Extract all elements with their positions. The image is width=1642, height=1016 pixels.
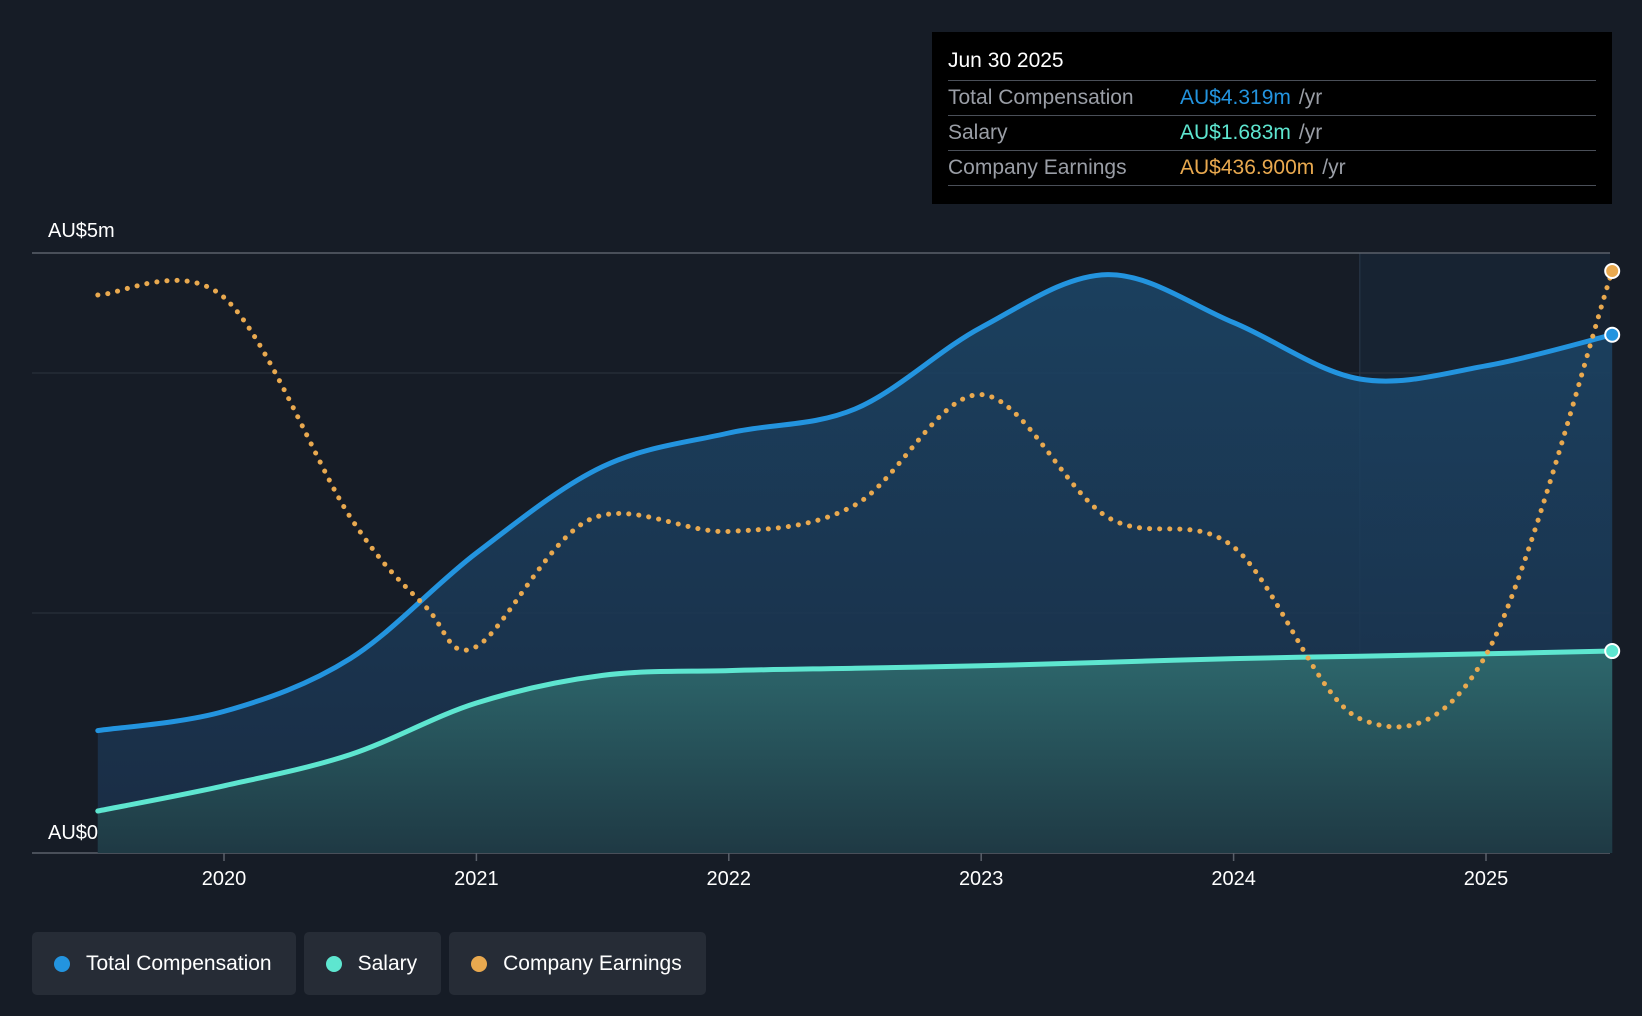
tooltip-label: Company Earnings bbox=[948, 156, 1127, 179]
company-earnings-marker[interactable] bbox=[1604, 263, 1621, 279]
legend-label: Salary bbox=[357, 951, 418, 975]
salary-area bbox=[97, 651, 1613, 853]
legend-dot-icon bbox=[325, 955, 342, 972]
tooltip: Jun 30 2025 Total Compensation AU$4.319m… bbox=[932, 32, 1612, 204]
tooltip-value: AU$436.900m bbox=[1180, 156, 1315, 179]
tooltip-unit: /yr bbox=[1298, 121, 1323, 144]
legend-dot-icon bbox=[471, 955, 488, 972]
x-tick-label: 2024 bbox=[1211, 868, 1256, 890]
legend-label: Company Earnings bbox=[503, 951, 682, 975]
company-earnings-line bbox=[95, 268, 1615, 730]
tooltip-value: AU$4.319m bbox=[1180, 86, 1291, 109]
tooltip-label: Total Compensation bbox=[948, 86, 1134, 109]
tooltip-unit: /yr bbox=[1298, 86, 1323, 109]
salary-line bbox=[95, 648, 1615, 814]
tooltip-row-total-compensation: Total Compensation AU$4.319m /yr bbox=[948, 81, 1596, 116]
tooltip-label: Salary bbox=[948, 121, 1008, 144]
x-tick-label: 2020 bbox=[202, 868, 247, 890]
axis-labels: AU$5m AU$0 2020 2021 2022 2023 2024 2025 bbox=[48, 220, 1508, 890]
total-compensation-marker[interactable] bbox=[1604, 326, 1621, 343]
legend-label: Total Compensation bbox=[86, 951, 272, 975]
legend-item-salary[interactable]: Salary bbox=[303, 932, 442, 995]
tooltip-value: AU$1.683m bbox=[1180, 121, 1291, 144]
total-compensation-line bbox=[95, 272, 1615, 734]
tooltip-date: Jun 30 2025 bbox=[948, 46, 1596, 81]
x-tick-label: 2023 bbox=[959, 868, 1004, 890]
tooltip-unit: /yr bbox=[1322, 156, 1346, 179]
tooltip-row-salary: Salary AU$1.683m /yr bbox=[948, 116, 1596, 151]
salary-marker[interactable] bbox=[1604, 643, 1621, 660]
series-lines bbox=[95, 268, 1615, 814]
x-tick-label: 2025 bbox=[1464, 868, 1509, 890]
legend: Total Compensation Salary Company Earnin… bbox=[32, 932, 706, 995]
legend-dot-icon bbox=[54, 955, 70, 972]
y-axis-bottom-label: AU$0 bbox=[48, 822, 98, 844]
legend-item-total-compensation[interactable]: Total Compensation bbox=[32, 932, 296, 995]
end-markers bbox=[1604, 263, 1621, 660]
area-fills bbox=[97, 274, 1613, 853]
x-tick-label: 2021 bbox=[454, 868, 499, 890]
legend-item-company-earnings[interactable]: Company Earnings bbox=[449, 932, 706, 995]
x-tick-label: 2022 bbox=[707, 868, 752, 890]
y-axis-top-label: AU$5m bbox=[48, 220, 115, 242]
tooltip-row-company-earnings: Company Earnings AU$436.900m /yr bbox=[948, 151, 1596, 186]
